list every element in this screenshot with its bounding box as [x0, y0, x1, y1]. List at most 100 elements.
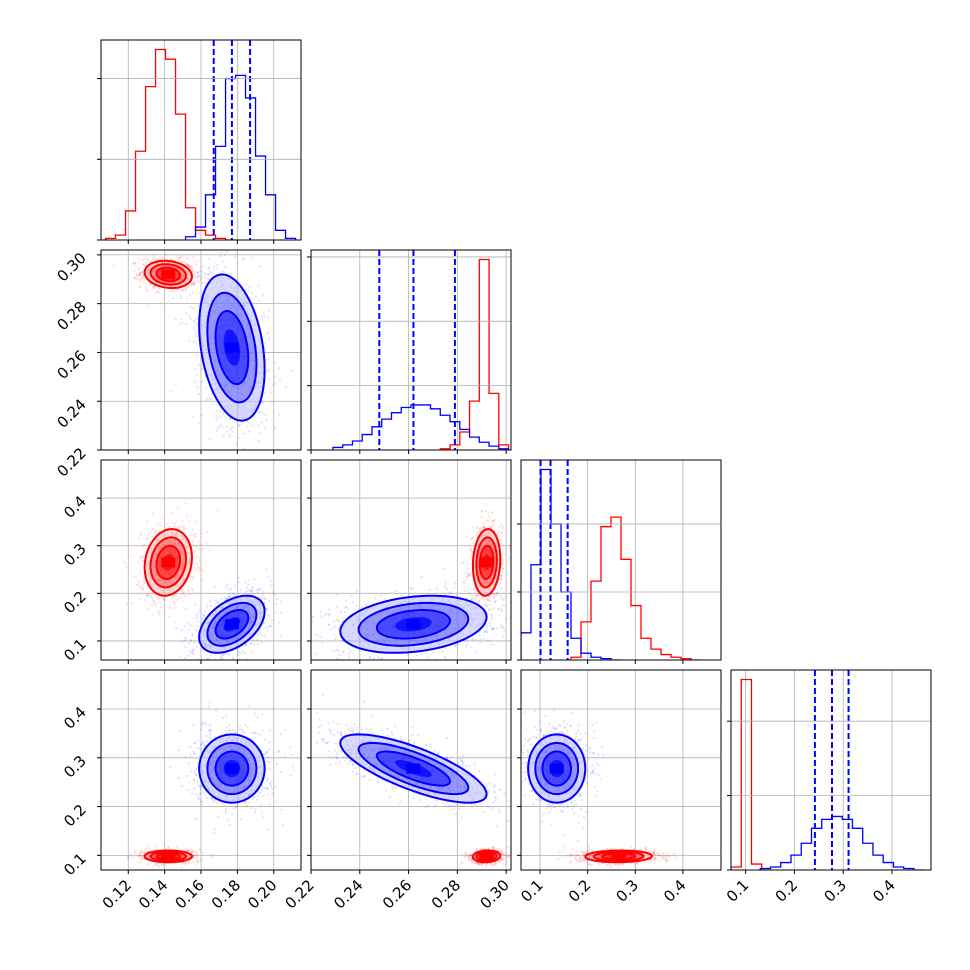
point	[153, 534, 157, 537]
point	[141, 269, 144, 272]
point	[132, 270, 136, 273]
point	[495, 590, 499, 594]
point	[139, 531, 142, 535]
point	[221, 425, 224, 428]
point	[193, 274, 196, 277]
point	[499, 581, 502, 584]
point	[169, 288, 172, 291]
point	[238, 652, 242, 655]
point	[265, 608, 268, 611]
point	[247, 579, 250, 582]
point	[238, 436, 241, 440]
point	[469, 548, 472, 551]
point	[499, 574, 503, 577]
point	[194, 332, 197, 335]
point	[482, 525, 485, 529]
point	[263, 315, 266, 318]
point	[260, 315, 264, 318]
point	[259, 265, 262, 268]
point	[480, 509, 483, 513]
point	[345, 599, 348, 602]
point	[489, 525, 493, 528]
point	[206, 278, 209, 281]
density	[123, 502, 283, 668]
y-tick-label: 0.2	[60, 587, 90, 617]
point	[278, 413, 281, 416]
point	[161, 517, 164, 520]
point	[477, 526, 480, 529]
point	[144, 257, 147, 260]
point	[470, 550, 473, 553]
point	[498, 614, 501, 617]
point	[198, 556, 201, 560]
point	[266, 628, 269, 631]
point	[204, 282, 208, 285]
point	[194, 322, 197, 325]
point	[238, 424, 241, 427]
point	[138, 272, 142, 276]
point	[151, 591, 154, 595]
point	[185, 263, 188, 266]
point	[499, 531, 502, 534]
point	[195, 616, 198, 620]
point	[197, 625, 200, 629]
y-tick-label: 0.24	[53, 395, 89, 431]
point	[485, 604, 488, 607]
point	[138, 285, 142, 288]
point	[133, 277, 136, 280]
point	[146, 258, 149, 261]
point	[183, 624, 186, 628]
point	[267, 309, 270, 312]
point	[141, 271, 144, 274]
point	[169, 525, 172, 528]
point	[478, 530, 481, 534]
point	[195, 271, 198, 274]
peak-red	[161, 557, 176, 568]
point	[267, 316, 270, 319]
point	[226, 666, 228, 668]
point	[238, 650, 241, 653]
point	[473, 587, 476, 590]
point	[192, 528, 195, 531]
point	[177, 526, 180, 529]
point	[134, 265, 138, 268]
point	[275, 597, 279, 601]
point	[256, 592, 259, 595]
point	[197, 393, 200, 396]
point	[466, 574, 470, 577]
point	[225, 425, 228, 428]
panel-0-0	[97, 39, 302, 244]
point	[159, 606, 163, 609]
point	[232, 593, 236, 596]
point	[471, 599, 474, 602]
point	[241, 650, 244, 653]
point	[467, 567, 471, 570]
point	[202, 265, 205, 268]
point	[250, 587, 254, 590]
point	[181, 599, 184, 602]
point	[200, 532, 203, 535]
point	[263, 601, 266, 604]
point	[500, 543, 503, 546]
histogram-blue	[332, 404, 510, 450]
point	[146, 608, 150, 611]
point	[490, 613, 493, 616]
point	[250, 589, 254, 592]
point	[484, 510, 487, 513]
point	[500, 562, 503, 566]
point	[494, 595, 497, 598]
panel-2-2	[517, 459, 722, 664]
point	[465, 579, 468, 582]
point	[161, 256, 164, 259]
point	[482, 526, 485, 529]
point	[273, 375, 276, 378]
point	[487, 598, 490, 601]
point	[205, 273, 208, 276]
histograms	[332, 250, 510, 450]
point	[211, 662, 213, 664]
point	[217, 416, 220, 419]
point	[179, 294, 182, 297]
point	[477, 601, 480, 604]
point	[138, 274, 141, 277]
point	[198, 569, 201, 572]
